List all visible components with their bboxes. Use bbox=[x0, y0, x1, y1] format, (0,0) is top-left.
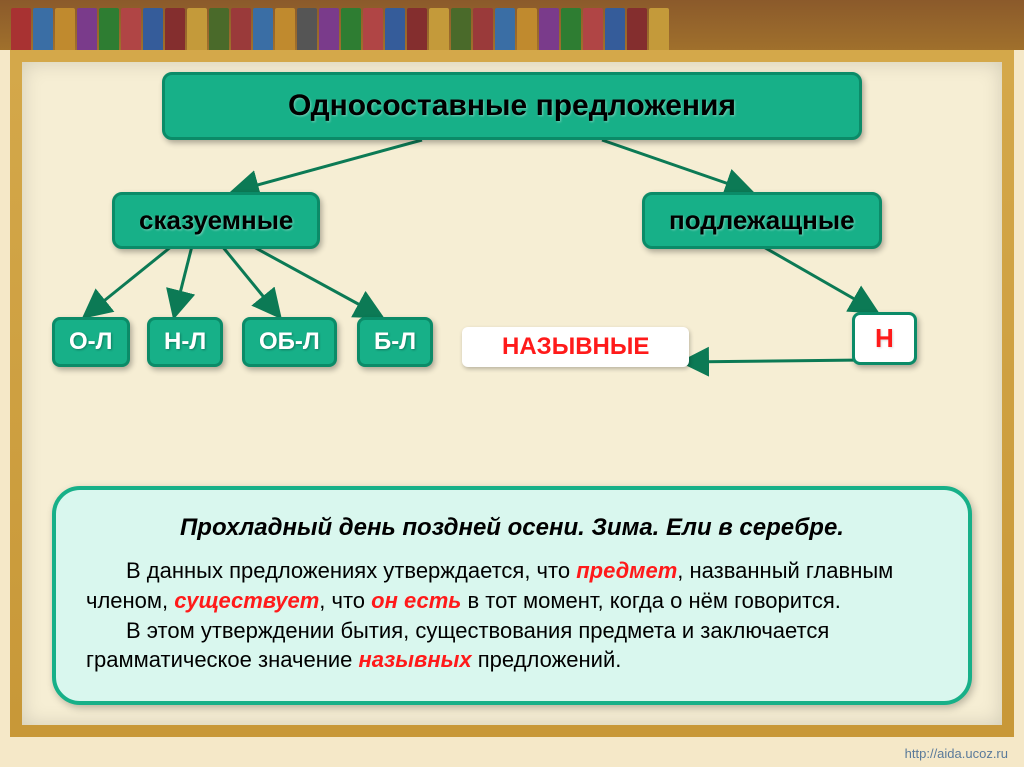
leaf-nl: Н-Л bbox=[147, 317, 223, 367]
label-nazyvnye: НАЗЫВНЫЕ bbox=[462, 327, 689, 367]
book-spine bbox=[649, 8, 669, 50]
example-sentences: Прохладный день поздней осени. Зима. Ели… bbox=[86, 512, 938, 544]
book-spine bbox=[143, 8, 163, 50]
leaf-ol: О-Л bbox=[52, 317, 130, 367]
book-spine bbox=[583, 8, 603, 50]
book-spine bbox=[165, 8, 185, 50]
book-spine bbox=[99, 8, 119, 50]
book-spine bbox=[473, 8, 493, 50]
book-spine bbox=[33, 8, 53, 50]
book-spine bbox=[187, 8, 207, 50]
book-spine bbox=[275, 8, 295, 50]
book-spine bbox=[429, 8, 449, 50]
slide-content: Односоставные предложения сказуемные под… bbox=[22, 62, 1002, 725]
bookshelf-decoration bbox=[0, 0, 1024, 50]
book-spine bbox=[495, 8, 515, 50]
book-spine bbox=[231, 8, 251, 50]
book-spine bbox=[517, 8, 537, 50]
book-spine bbox=[363, 8, 383, 50]
book-spine bbox=[77, 8, 97, 50]
book-spine bbox=[11, 8, 31, 50]
explanation-paragraph-1: В данных предложениях утверждается, что … bbox=[86, 556, 938, 615]
book-spine bbox=[561, 8, 581, 50]
leaf-obl: ОБ-Л bbox=[242, 317, 337, 367]
footer-url: http://aida.ucoz.ru bbox=[905, 746, 1008, 761]
book-spine bbox=[319, 8, 339, 50]
book-spine bbox=[627, 8, 647, 50]
explanation-paragraph-2: В этом утверждении бытия, существования … bbox=[86, 616, 938, 675]
book-spine bbox=[341, 8, 361, 50]
diagram-title: Односоставные предложения bbox=[162, 72, 862, 140]
book-spine bbox=[297, 8, 317, 50]
leaf-bl: Б-Л bbox=[357, 317, 433, 367]
book-spine bbox=[539, 8, 559, 50]
branch-skazuemnye: сказуемные bbox=[112, 192, 320, 249]
book-spine bbox=[605, 8, 625, 50]
slide-frame: Односоставные предложения сказуемные под… bbox=[10, 50, 1014, 737]
book-spine bbox=[385, 8, 405, 50]
explanation-box: Прохладный день поздней осени. Зима. Ели… bbox=[52, 486, 972, 705]
book-spine bbox=[451, 8, 471, 50]
book-spine bbox=[209, 8, 229, 50]
book-spine bbox=[407, 8, 427, 50]
book-spine bbox=[253, 8, 273, 50]
branch-podlezhashchnye: подлежащные bbox=[642, 192, 882, 249]
book-spine bbox=[55, 8, 75, 50]
leaf-n: Н bbox=[852, 312, 917, 365]
book-spine bbox=[121, 8, 141, 50]
